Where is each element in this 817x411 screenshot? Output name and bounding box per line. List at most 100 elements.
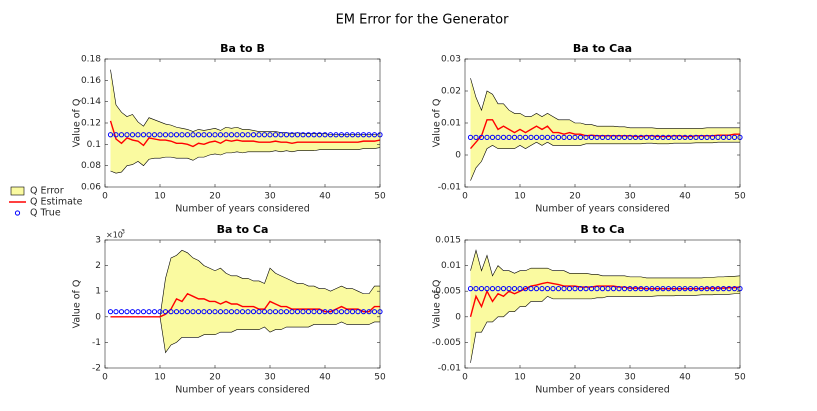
true-marker [228,132,235,138]
true-marker [555,286,562,292]
x-tick-label: 30 [624,373,636,383]
true-marker [195,132,202,138]
true-marker [135,309,141,315]
x-tick-label: 40 [679,373,691,383]
true-marker [467,286,474,292]
true-marker [371,132,378,138]
true-marker [533,286,540,292]
legend-label: Q Error [30,186,64,197]
legend-label: Q True [30,208,61,219]
true-marker [250,309,257,315]
estimate-line [109,120,381,148]
true-marker [605,286,611,292]
true-marker [371,309,378,315]
true-marker [146,309,152,315]
x-axis-label: Number of years considered [535,385,670,396]
true-marker [278,309,284,315]
true-marker [720,134,727,140]
y-tick-label: 1 [95,287,101,297]
y-multiplier: ×10 [106,231,123,240]
true-marker [256,309,262,315]
true-marker [283,132,290,138]
true-marker [550,134,556,140]
true-marker [333,309,339,315]
true-marker [682,134,688,140]
true-marker [355,132,361,138]
true-marker [195,309,202,315]
x-tick-label: 0 [462,373,468,383]
true-marker [473,286,479,292]
true-marker [726,286,732,292]
true-marker [500,134,507,140]
y-tick-label: 0.01 [441,261,461,271]
true-marker [118,132,125,138]
true-marker [239,309,246,315]
true-marker [217,309,224,315]
true-marker [179,132,185,138]
subplot-title: B to Ca [580,223,624,236]
true-marker [616,134,622,140]
x-tick-label: 20 [209,373,221,383]
true-marker [489,134,496,140]
true-marker [643,134,650,140]
true-marker [267,132,273,138]
true-marker [539,286,545,292]
y-tick-label: -1 [92,338,101,348]
true-marker [300,309,306,315]
true-marker [118,309,125,315]
true-marker [693,134,699,140]
y-tick-label: 0.08 [81,161,101,171]
true-marker [489,286,496,292]
y-tick-label: 0 [455,151,461,161]
true-marker [344,309,350,315]
x-axis-label: Number of years considered [535,204,670,215]
true-marker [610,286,617,292]
true-marker [190,132,196,138]
true-marker [135,132,141,138]
subplot-title: Ba to Caa [573,42,632,55]
true-marker [731,286,738,292]
true-marker [355,309,361,315]
x-tick-label: 50 [734,192,746,202]
true-marker [338,132,345,138]
x-axis-label: Number of years considered [175,204,310,215]
y-tick-label: 0.005 [435,287,461,297]
y-axis-label: Value of Q [432,99,443,148]
true-marker [506,134,512,140]
x-tick-label: 10 [154,192,166,202]
axes-box [464,239,741,369]
figure-title: EM Error for the Generator [336,13,510,28]
true-marker [709,286,716,292]
true-marker [212,132,218,138]
true-marker [267,309,273,315]
x-tick-label: 0 [102,192,108,202]
true-marker [676,134,683,140]
true-marker [704,286,710,292]
y-tick-label: 0.1 [87,140,101,150]
true-marker [206,309,213,315]
true-marker [687,134,694,140]
true-marker [561,134,567,140]
true-marker [245,132,251,138]
true-marker [184,309,191,315]
error-band-lower [110,147,381,174]
true-marker [217,132,224,138]
true-marker [698,134,705,140]
true-marker [316,309,323,315]
true-marker [533,134,540,140]
true-marker [495,286,501,292]
x-tick-label: 40 [319,373,331,383]
y-axis-label: Value of Q [72,99,83,148]
true-marker [594,134,600,140]
y-multiplier-exponent: -3 [119,229,125,236]
legend-label: Q Estimate [30,197,83,208]
x-tick-label: 30 [264,373,276,383]
true-marker [113,132,119,138]
true-marker [322,132,328,138]
y-tick-label: -0.005 [432,338,461,348]
true-marker [649,286,655,292]
x-axis-label: Number of years considered [175,385,310,396]
true-marker [272,309,279,315]
true-marker [583,134,589,140]
x-tick-label: 0 [102,373,108,383]
